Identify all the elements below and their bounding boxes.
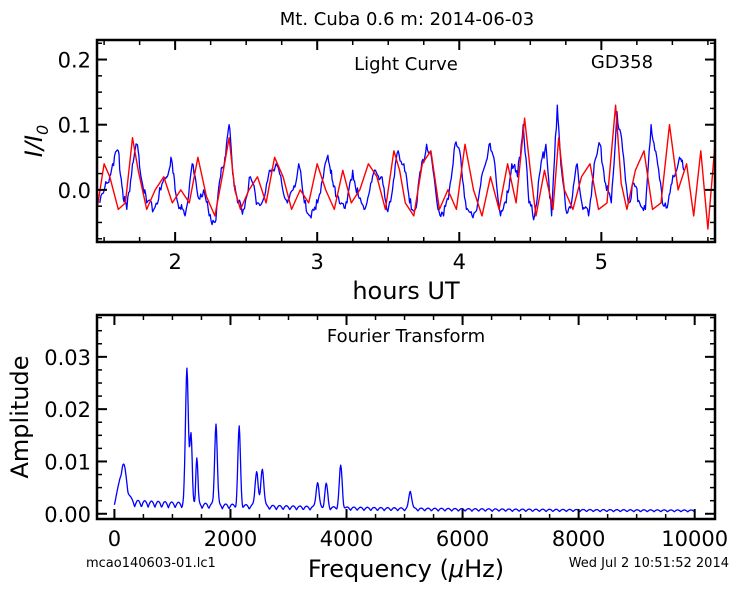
light-curve-series xyxy=(96,104,716,230)
x-tick-label: 2 xyxy=(168,250,181,274)
fourier-annotation: Fourier Transform xyxy=(327,326,485,347)
fourier-ylabel: Amplitude xyxy=(6,356,34,479)
x-tick-label: 6000 xyxy=(436,527,489,551)
x-tick-label: 0 xyxy=(108,527,121,551)
fourier-ticks: 0 2000 4000 6000 8000 10000 0.00 0.01 0.02 0.03 xyxy=(44,315,728,551)
fourier-panel: Fourier Transform 0 2000 4000 6000 8000 10000… xyxy=(6,313,728,583)
y-tick-label: 0.1 xyxy=(58,114,91,138)
object-label: GD358 xyxy=(591,52,653,73)
light-curve-panel: Light Curve GD358 2 3 4 5 0.0 0.1 0.2 hours UT… xyxy=(20,38,717,305)
footer-filename: mcao140603-01.lc1 xyxy=(86,556,216,571)
x-tick-label: 8000 xyxy=(552,527,605,551)
light-curve-ticks: 2 3 4 5 0.0 0.1 0.2 xyxy=(58,40,715,274)
light-curve-ylabel: I/I0 xyxy=(20,125,52,157)
y-tick-label: 0.01 xyxy=(44,450,91,474)
footer-timestamp: Wed Jul 2 10:51:52 2014 xyxy=(569,556,729,571)
y-tick-label: 0.2 xyxy=(58,49,91,73)
fourier-series xyxy=(113,367,695,513)
figure-title: Mt. Cuba 0.6 m: 2014-06-03 xyxy=(280,9,534,30)
x-tick-label: 4000 xyxy=(320,527,373,551)
fourier-amplitude-line xyxy=(113,367,695,513)
x-tick-label: 3 xyxy=(311,250,324,274)
fourier-xlabel: Frequency (μHz) xyxy=(308,555,504,583)
light-curve-axes-frame xyxy=(95,38,717,244)
light-curve-xlabel: hours UT xyxy=(352,277,460,305)
fourier-axes-frame xyxy=(95,313,717,521)
light-curve-annotation: Light Curve xyxy=(354,54,458,75)
y-tick-label: 0.0 xyxy=(58,179,91,203)
x-tick-label: 5 xyxy=(595,250,608,274)
light-curve-model-line xyxy=(96,104,716,230)
y-tick-label: 0.02 xyxy=(44,398,91,422)
x-tick-label: 4 xyxy=(453,250,466,274)
x-tick-label: 10000 xyxy=(661,527,728,551)
y-tick-label: 0.03 xyxy=(44,346,91,370)
y-tick-label: 0.00 xyxy=(44,503,91,527)
x-tick-label: 2000 xyxy=(204,527,257,551)
svg-text:I/I0: I/I0 xyxy=(20,125,52,157)
